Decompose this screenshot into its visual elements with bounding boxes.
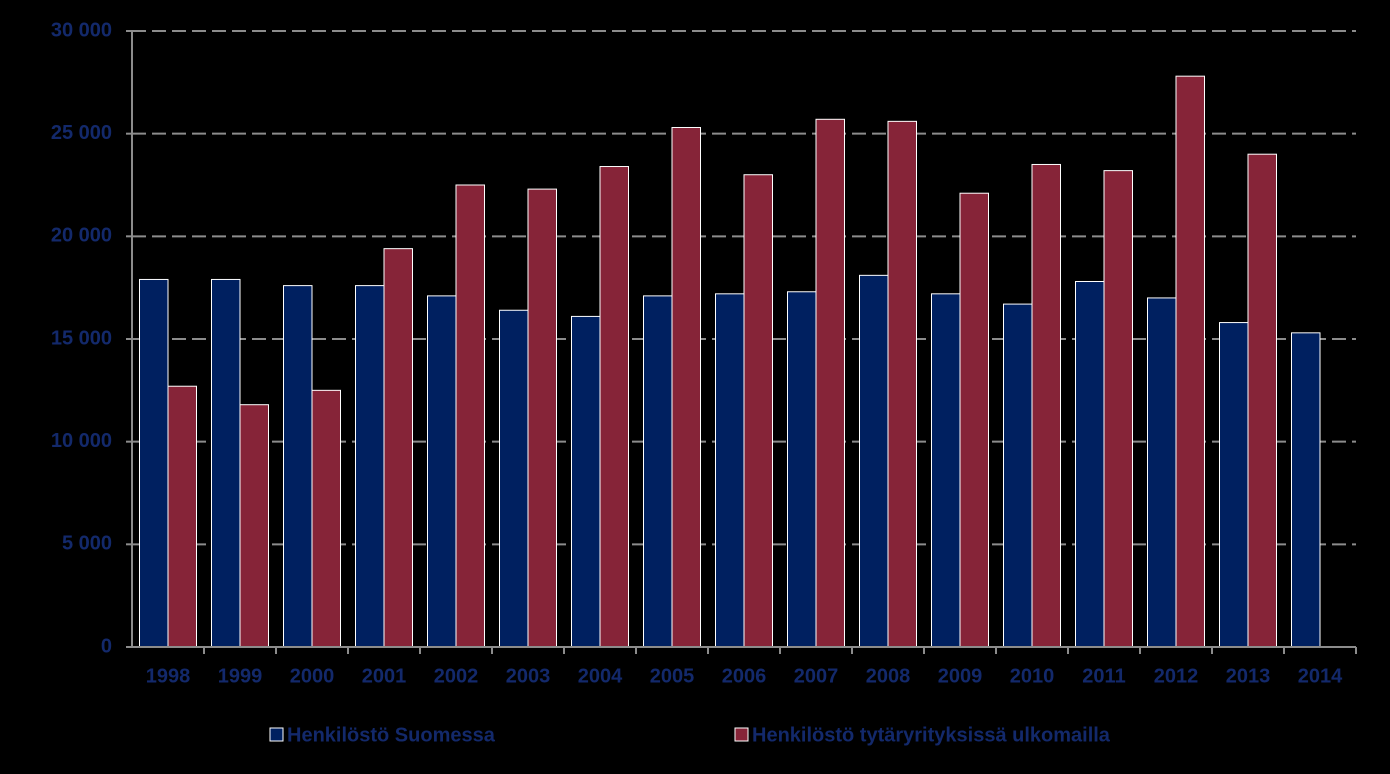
bar [887, 120, 917, 648]
bar [211, 278, 241, 648]
bar [283, 285, 313, 648]
y-tick-label: 0 [101, 635, 112, 657]
y-tick-label: 15 000 [51, 327, 112, 349]
bar [787, 291, 817, 648]
legend-label: Henkilöstö Suomessa [287, 724, 496, 746]
y-tick-label: 25 000 [51, 122, 112, 144]
x-tick-label: 2008 [866, 665, 911, 687]
bar [239, 404, 269, 648]
x-tick-label: 2006 [722, 665, 767, 687]
bar [1031, 163, 1061, 648]
x-tick-label: 1998 [146, 665, 191, 687]
x-tick-label: 2001 [362, 665, 407, 687]
x-tick-label: 2014 [1298, 665, 1343, 687]
bar [959, 192, 989, 648]
bar [167, 385, 197, 648]
legend-swatch [269, 727, 284, 742]
bar [1219, 322, 1249, 648]
bar [499, 309, 529, 648]
y-tick-label: 10 000 [51, 430, 112, 452]
bar [815, 118, 845, 648]
bar [571, 315, 601, 648]
bar [643, 295, 673, 648]
legend-swatch [734, 727, 749, 742]
x-tick-label: 2012 [1154, 665, 1199, 687]
bar [1103, 170, 1133, 648]
bar [1247, 153, 1277, 648]
bar [383, 248, 413, 648]
bar [1075, 281, 1105, 648]
bar [931, 293, 961, 648]
x-tick-label: 2000 [290, 665, 335, 687]
x-tick-label: 2011 [1082, 665, 1125, 687]
bar [715, 293, 745, 648]
x-tick-label: 2009 [938, 665, 983, 687]
x-tick-label: 2003 [506, 665, 551, 687]
y-tick-label: 30 000 [51, 19, 112, 41]
x-tick-label: 2007 [794, 665, 839, 687]
bar [859, 274, 889, 648]
bar [599, 166, 629, 648]
bar [1175, 75, 1205, 648]
bar [527, 188, 557, 648]
bar [743, 174, 773, 648]
x-tick-label: 2013 [1226, 665, 1271, 687]
x-tick-label: 2005 [650, 665, 695, 687]
x-tick-label: 2010 [1010, 665, 1055, 687]
y-tick-label: 5 000 [62, 533, 112, 555]
bar [311, 389, 341, 648]
bar [427, 295, 457, 648]
y-tick-label: 20 000 [51, 225, 112, 247]
bar [139, 278, 169, 648]
bar [1003, 303, 1033, 648]
legend-label: Henkilöstö tytäryrityksissä ulkomailla [752, 724, 1111, 746]
bar [355, 285, 385, 648]
bar [671, 127, 701, 648]
bar [455, 184, 485, 648]
x-tick-label: 1999 [218, 665, 263, 687]
bar [1147, 297, 1177, 648]
bar [1291, 332, 1321, 648]
x-tick-label: 2004 [578, 665, 623, 687]
x-tick-label: 2002 [434, 665, 479, 687]
